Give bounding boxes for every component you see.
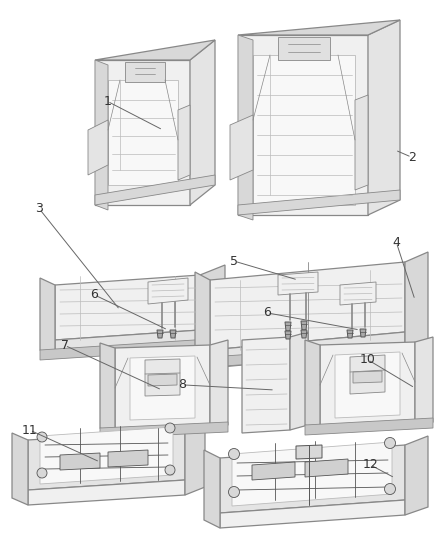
Polygon shape [60, 453, 100, 470]
Polygon shape [305, 340, 320, 430]
Circle shape [229, 487, 240, 497]
Polygon shape [238, 20, 400, 35]
Polygon shape [290, 332, 308, 430]
Text: 4: 4 [392, 236, 400, 249]
Polygon shape [88, 120, 108, 175]
Polygon shape [347, 330, 353, 338]
Polygon shape [145, 359, 180, 396]
Polygon shape [238, 35, 368, 215]
Polygon shape [232, 442, 392, 506]
Polygon shape [335, 352, 400, 418]
Polygon shape [157, 330, 163, 338]
Polygon shape [368, 20, 400, 215]
Polygon shape [12, 433, 28, 505]
Polygon shape [320, 342, 415, 430]
Polygon shape [148, 278, 188, 304]
Polygon shape [405, 436, 428, 515]
Polygon shape [350, 355, 385, 394]
Polygon shape [305, 459, 348, 477]
Polygon shape [178, 105, 190, 180]
Polygon shape [28, 430, 185, 490]
Circle shape [229, 448, 240, 459]
Polygon shape [108, 80, 178, 185]
Polygon shape [285, 322, 291, 331]
Polygon shape [95, 40, 215, 60]
Polygon shape [125, 62, 165, 82]
Text: 3: 3 [35, 203, 43, 215]
Polygon shape [415, 337, 433, 428]
Polygon shape [100, 422, 228, 438]
Polygon shape [55, 275, 200, 340]
Polygon shape [28, 480, 185, 505]
Polygon shape [278, 37, 330, 60]
Polygon shape [210, 332, 405, 368]
Text: 2: 2 [408, 151, 416, 164]
Circle shape [385, 483, 396, 495]
Text: 8: 8 [178, 378, 186, 391]
Text: 11: 11 [22, 424, 38, 437]
Circle shape [37, 468, 47, 478]
Polygon shape [195, 272, 210, 368]
Polygon shape [95, 60, 190, 205]
Polygon shape [296, 445, 322, 459]
Polygon shape [95, 60, 108, 210]
Polygon shape [405, 252, 428, 350]
Polygon shape [220, 445, 405, 513]
Polygon shape [130, 356, 195, 420]
Text: 12: 12 [362, 458, 378, 471]
Polygon shape [40, 338, 225, 360]
Text: 7: 7 [61, 339, 69, 352]
Polygon shape [353, 371, 382, 383]
Polygon shape [40, 278, 55, 358]
Polygon shape [190, 40, 215, 205]
Polygon shape [252, 462, 295, 480]
Circle shape [165, 465, 175, 475]
Polygon shape [238, 190, 400, 215]
Polygon shape [40, 427, 173, 484]
Polygon shape [340, 282, 376, 305]
Polygon shape [253, 55, 355, 205]
Circle shape [37, 432, 47, 442]
Text: 1: 1 [103, 95, 111, 108]
Polygon shape [204, 450, 220, 528]
Text: 10: 10 [360, 353, 376, 366]
Polygon shape [355, 95, 368, 190]
Text: 6: 6 [263, 306, 271, 319]
Polygon shape [55, 330, 200, 358]
Polygon shape [100, 343, 115, 433]
Polygon shape [220, 500, 405, 528]
Text: 6: 6 [90, 288, 98, 301]
Polygon shape [301, 321, 307, 330]
Polygon shape [200, 265, 225, 348]
Polygon shape [195, 342, 428, 368]
Polygon shape [305, 418, 433, 435]
Polygon shape [301, 330, 307, 338]
Polygon shape [95, 175, 215, 205]
Polygon shape [170, 330, 176, 338]
Polygon shape [148, 374, 177, 386]
Polygon shape [210, 262, 405, 350]
Polygon shape [185, 422, 205, 495]
Circle shape [165, 423, 175, 433]
Polygon shape [278, 272, 318, 295]
Circle shape [385, 438, 396, 448]
Polygon shape [210, 340, 228, 430]
Polygon shape [115, 345, 210, 433]
Polygon shape [230, 115, 253, 180]
Polygon shape [242, 337, 290, 433]
Text: 5: 5 [230, 255, 238, 268]
Polygon shape [360, 329, 366, 337]
Polygon shape [108, 450, 148, 467]
Polygon shape [238, 35, 253, 220]
Polygon shape [285, 331, 291, 339]
